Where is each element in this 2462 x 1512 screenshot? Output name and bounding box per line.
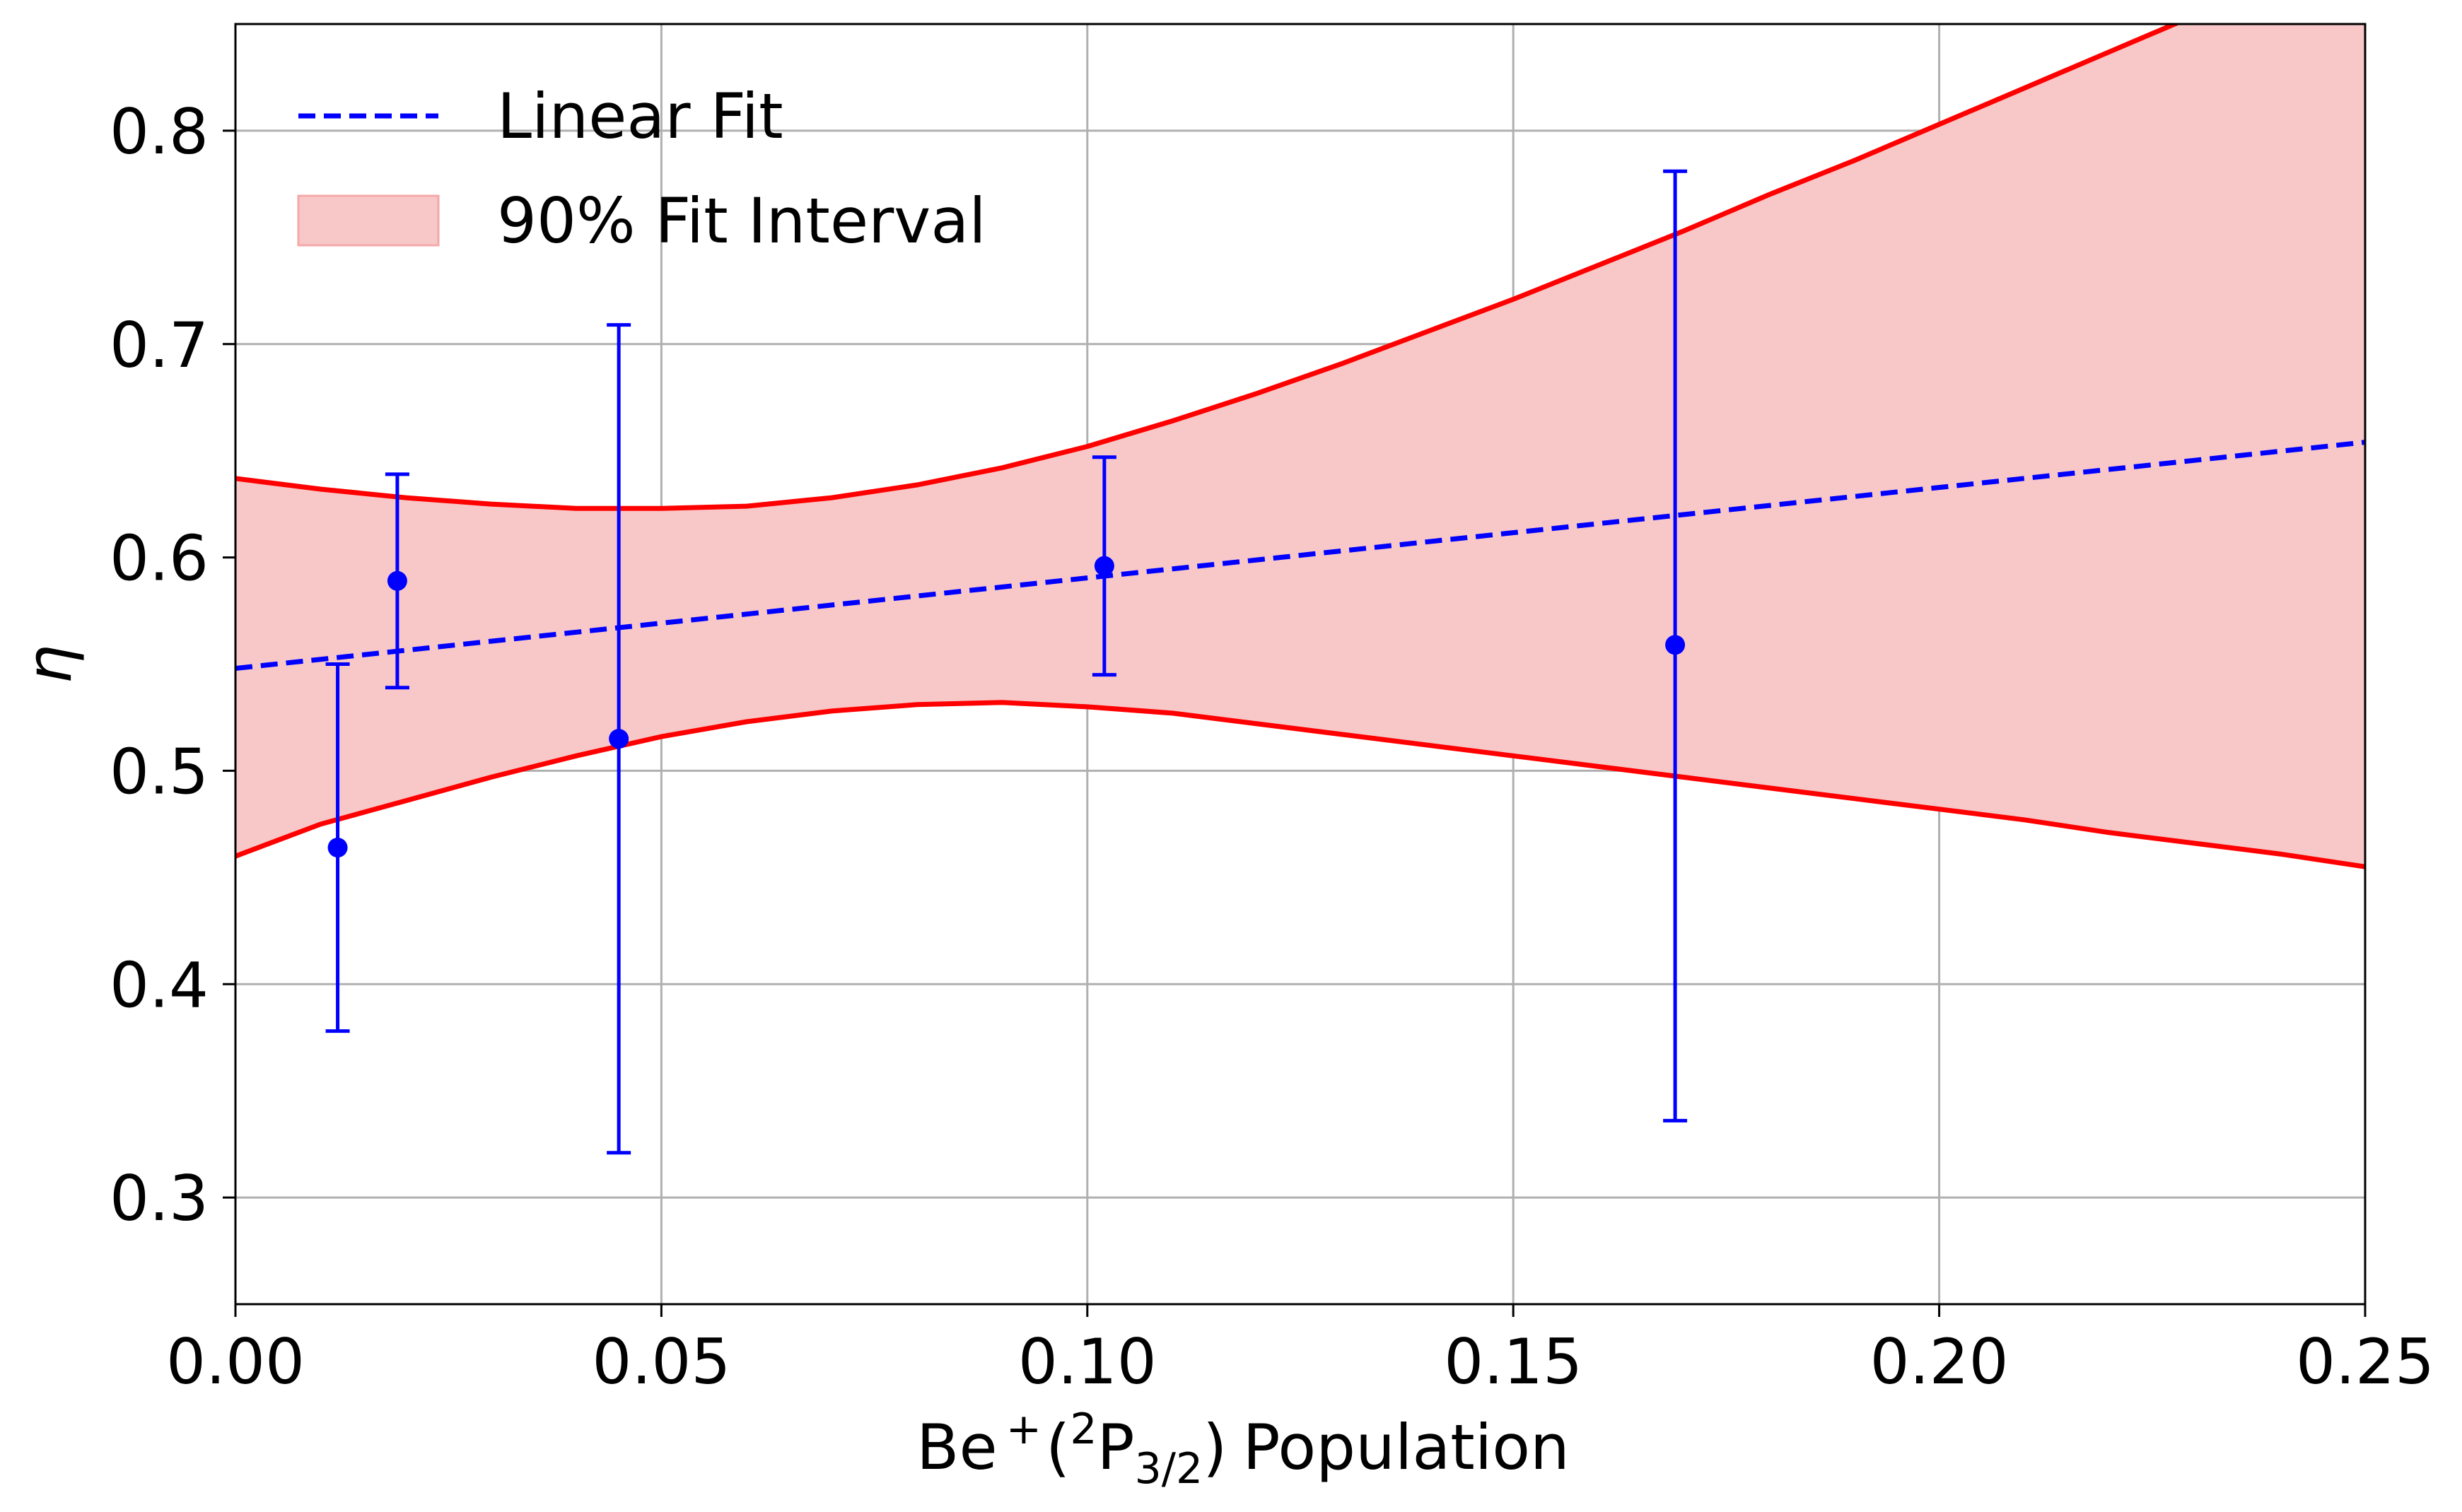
y-tick-label: 0.8: [110, 95, 209, 168]
x-tick-label: 0.25: [2296, 1325, 2434, 1398]
x-axis-title-charge: +: [1006, 1405, 1042, 1454]
x-axis-title-base: Be: [916, 1411, 998, 1484]
x-axis-title-multiplicity: 2: [1070, 1405, 1097, 1454]
data-point-group: [607, 323, 631, 1155]
data-point-group: [325, 662, 350, 1033]
legend-interval-swatch: [297, 194, 440, 247]
data-points: [325, 169, 1688, 1155]
legend-linear-fit-label: Linear Fit: [497, 80, 783, 153]
data-point-group: [385, 472, 409, 690]
x-axis-title-subscript: 3/2: [1135, 1444, 1203, 1494]
y-tick-label: 0.3: [110, 1162, 209, 1235]
x-tick-label: 0.15: [1444, 1325, 1582, 1398]
axis-ticks: 0.00 0.05 0.10 0.15 0.20 0.25 0.3 0.4 0.5 0.6 0.7 0…: [110, 95, 2434, 1398]
y-tick-label: 0.4: [110, 949, 209, 1021]
data-point-group: [1663, 169, 1688, 1123]
x-axis-title-term: P: [1097, 1411, 1135, 1484]
fit-interval-band: [235, 24, 2365, 869]
y-tick-label: 0.6: [110, 522, 209, 595]
y-tick-label: 0.7: [110, 309, 209, 382]
plot-frame: [234, 23, 2367, 1306]
x-tick-label: 0.10: [1018, 1325, 1157, 1398]
linear-fit-layer: [235, 440, 2365, 672]
legend: Linear Fit 90% Fit Interval: [297, 80, 986, 257]
data-point-marker: [1665, 635, 1686, 655]
fit-interval-fill: [235, 24, 2365, 867]
data-point-marker: [387, 570, 407, 591]
fit-interval-upper-bound: [235, 24, 2181, 511]
y-axis-title: η: [13, 645, 86, 684]
x-tick-label: 0.20: [1870, 1325, 2009, 1398]
data-point-marker: [609, 729, 629, 749]
fit-interval-lower-bound: [235, 700, 2365, 869]
x-axis-title-paren-open: (: [1046, 1411, 1070, 1484]
y-tick-label: 0.5: [110, 735, 209, 808]
x-axis-title-paren-close: ): [1203, 1411, 1227, 1484]
legend-interval-label: 90% Fit Interval: [497, 184, 986, 257]
data-point-marker: [327, 838, 348, 858]
x-tick-label: 0.00: [166, 1325, 305, 1398]
x-axis-title: Be +(2P3/2) Population: [916, 1405, 1570, 1494]
data-point-marker: [1094, 556, 1114, 576]
data-point-group: [1092, 455, 1116, 677]
linear-fit-line: [235, 440, 2365, 672]
x-axis-title-word: Population: [1242, 1411, 1569, 1484]
x-tick-label: 0.05: [592, 1325, 730, 1398]
